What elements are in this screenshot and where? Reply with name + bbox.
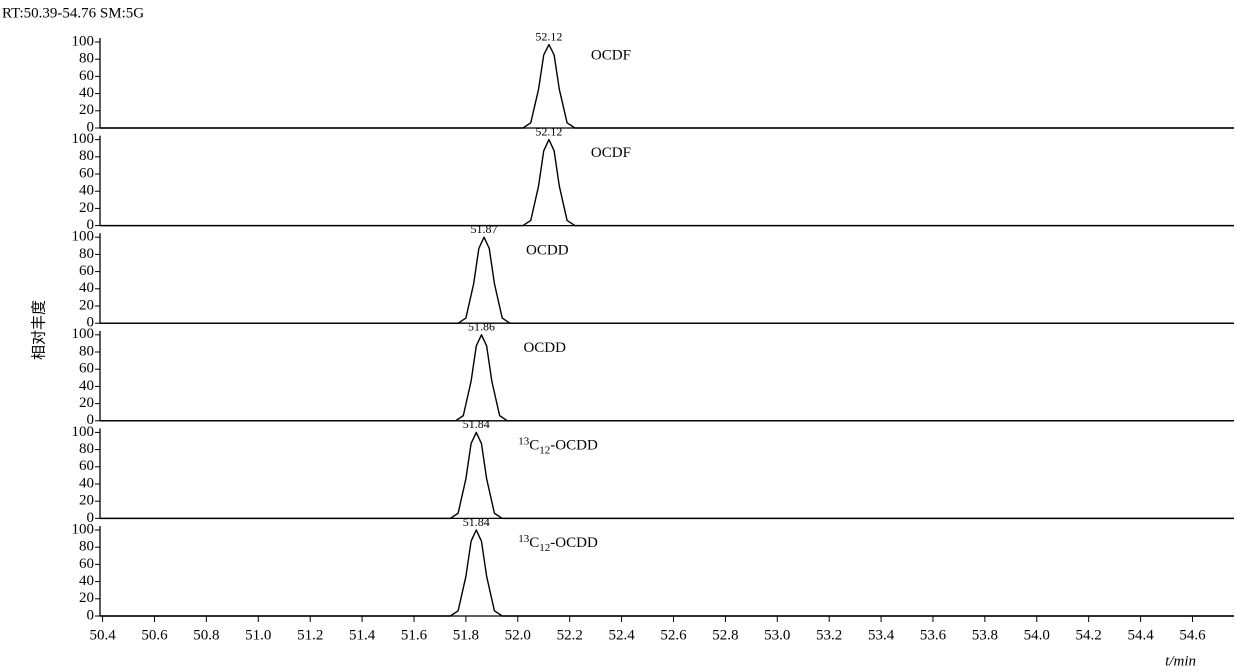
- x-tick-label: 53.8: [972, 627, 998, 643]
- x-tick-label: 51.4: [349, 627, 376, 643]
- y-tick-label: 100: [72, 521, 95, 537]
- peak-label: 52.12: [535, 29, 562, 43]
- y-tick-label: 20: [79, 590, 94, 606]
- peak-label: 51.84: [463, 417, 490, 431]
- x-axis-label: t/min: [1165, 653, 1196, 669]
- y-tick-label: 20: [79, 102, 94, 118]
- y-tick-label: 80: [79, 148, 94, 164]
- y-tick-label: 60: [79, 361, 94, 377]
- x-tick-label: 53.6: [920, 627, 947, 643]
- x-tick-label: 54.4: [1127, 627, 1154, 643]
- label-sub: 12: [539, 542, 550, 554]
- y-tick-label: 80: [79, 246, 94, 262]
- x-tick-label: 54.2: [1076, 627, 1102, 643]
- y-tick-label: 40: [79, 378, 94, 394]
- x-tick-label: 51.6: [401, 627, 428, 643]
- x-tick-label: 54.6: [1179, 627, 1206, 643]
- x-tick-label: 52.6: [660, 627, 687, 643]
- y-tick-label: 100: [72, 424, 95, 440]
- y-tick-label: 40: [79, 475, 94, 491]
- y-tick-label: 0: [87, 510, 95, 526]
- chromatogram-trace: [100, 431, 1234, 520]
- y-tick-label: 40: [79, 573, 94, 589]
- y-tick-label: 60: [79, 68, 94, 84]
- compound-label: OCDF: [591, 47, 631, 63]
- chromatogram-trace: [100, 138, 1234, 227]
- x-tick-label: 50.4: [89, 627, 116, 643]
- x-tick-label: 50.8: [193, 627, 219, 643]
- label-base: C: [529, 438, 539, 454]
- peak-label: 51.87: [471, 222, 498, 236]
- x-tick-label: 51.2: [297, 627, 323, 643]
- peak-label: 52.12: [535, 124, 562, 138]
- label-rest: -OCDD: [550, 438, 598, 454]
- y-tick-label: 100: [72, 326, 95, 342]
- compound-label: OCDD: [523, 340, 566, 356]
- label-sup: 13: [518, 533, 530, 545]
- y-tick-label: 100: [72, 229, 95, 245]
- compound-label: OCDD: [526, 243, 569, 259]
- y-tick-label: 80: [79, 343, 94, 359]
- x-tick-label: 50.6: [141, 627, 168, 643]
- y-tick-label: 20: [79, 395, 94, 411]
- label-base: C: [529, 535, 539, 551]
- compound-label: 13C12-OCDD: [518, 435, 598, 456]
- y-tick-label: 40: [79, 280, 94, 296]
- x-tick-label: 53.0: [764, 627, 790, 643]
- y-tick-label: 20: [79, 493, 94, 509]
- y-tick-label: 0: [87, 119, 95, 135]
- compound-label: 13C12-OCDD: [518, 533, 598, 554]
- y-tick-label: 60: [79, 556, 94, 572]
- label-rest: -OCDD: [550, 535, 598, 551]
- x-tick-label: 52.8: [712, 627, 738, 643]
- x-tick-label: 53.2: [816, 627, 842, 643]
- y-tick-label: 80: [79, 441, 94, 457]
- peak-label: 51.84: [463, 515, 490, 529]
- y-tick-label: 100: [72, 33, 95, 49]
- header: RT:50.39-54.76 SM:5G: [2, 5, 144, 21]
- y-tick-label: 60: [79, 458, 94, 474]
- x-tick-label: 53.4: [868, 627, 895, 643]
- y-tick-label: 20: [79, 297, 94, 313]
- x-tick-label: 52.0: [505, 627, 531, 643]
- chromatogram-trace: [100, 43, 1234, 129]
- y-tick-label: 20: [79, 200, 94, 216]
- y-tick-label: 80: [79, 539, 94, 555]
- chromatogram-trace: [100, 529, 1234, 617]
- compound-label: OCDF: [591, 145, 631, 161]
- x-tick-label: 51.0: [245, 627, 271, 643]
- chromatogram-trace: [100, 236, 1234, 324]
- y-tick-label: 80: [79, 51, 94, 67]
- x-tick-label: 54.0: [1024, 627, 1050, 643]
- x-tick-label: 51.8: [453, 627, 479, 643]
- y-tick-label: 40: [79, 183, 94, 199]
- y-tick-label: 0: [87, 315, 95, 331]
- label-sup: 13: [518, 435, 530, 447]
- chromatogram-trace: [100, 334, 1234, 422]
- y-tick-label: 0: [87, 217, 95, 233]
- y-tick-label: 100: [72, 131, 95, 147]
- y-tick-label: 60: [79, 165, 94, 181]
- x-tick-label: 52.2: [557, 627, 583, 643]
- y-tick-label: 40: [79, 85, 94, 101]
- y-tick-label: 0: [87, 412, 95, 428]
- y-tick-label: 0: [87, 607, 95, 623]
- y-axis-label: 相对丰度: [30, 300, 47, 360]
- y-tick-label: 60: [79, 263, 94, 279]
- label-sub: 12: [539, 444, 550, 456]
- peak-label: 51.86: [468, 320, 495, 334]
- x-tick-label: 52.4: [608, 627, 635, 643]
